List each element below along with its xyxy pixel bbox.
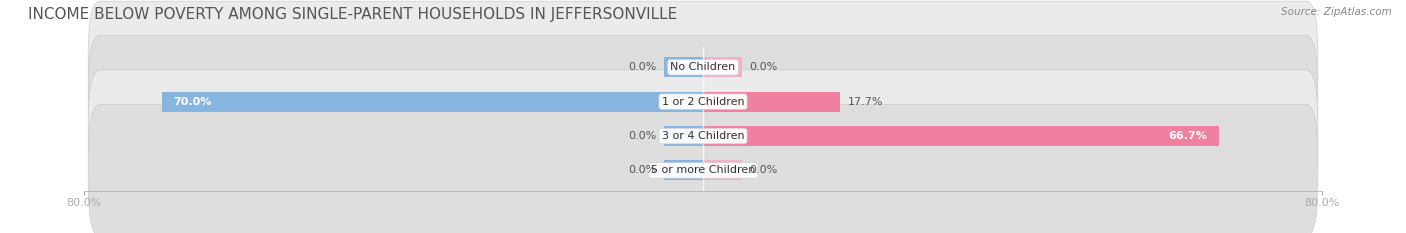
Text: 5 or more Children: 5 or more Children	[651, 165, 755, 175]
Text: 0.0%: 0.0%	[628, 62, 657, 72]
Text: Source: ZipAtlas.com: Source: ZipAtlas.com	[1281, 7, 1392, 17]
Bar	[703, 126, 1219, 146]
Text: INCOME BELOW POVERTY AMONG SINGLE-PARENT HOUSEHOLDS IN JEFFERSONVILLE: INCOME BELOW POVERTY AMONG SINGLE-PARENT…	[28, 7, 678, 22]
Bar	[162, 92, 703, 112]
Text: 70.0%: 70.0%	[173, 97, 212, 107]
Bar	[665, 126, 703, 146]
Text: 3 or 4 Children: 3 or 4 Children	[662, 131, 744, 141]
Text: 17.7%: 17.7%	[848, 97, 883, 107]
Text: 0.0%: 0.0%	[628, 165, 657, 175]
FancyBboxPatch shape	[89, 70, 1317, 202]
Bar	[703, 161, 742, 180]
Text: No Children: No Children	[671, 62, 735, 72]
Bar	[703, 92, 839, 112]
Text: 0.0%: 0.0%	[749, 62, 778, 72]
Text: 66.7%: 66.7%	[1168, 131, 1208, 141]
FancyBboxPatch shape	[89, 104, 1317, 233]
Text: 1 or 2 Children: 1 or 2 Children	[662, 97, 744, 107]
Bar	[665, 57, 703, 77]
FancyBboxPatch shape	[89, 36, 1317, 168]
Bar	[665, 161, 703, 180]
Bar	[703, 57, 742, 77]
Text: 0.0%: 0.0%	[749, 165, 778, 175]
Text: 0.0%: 0.0%	[628, 131, 657, 141]
FancyBboxPatch shape	[89, 1, 1317, 133]
